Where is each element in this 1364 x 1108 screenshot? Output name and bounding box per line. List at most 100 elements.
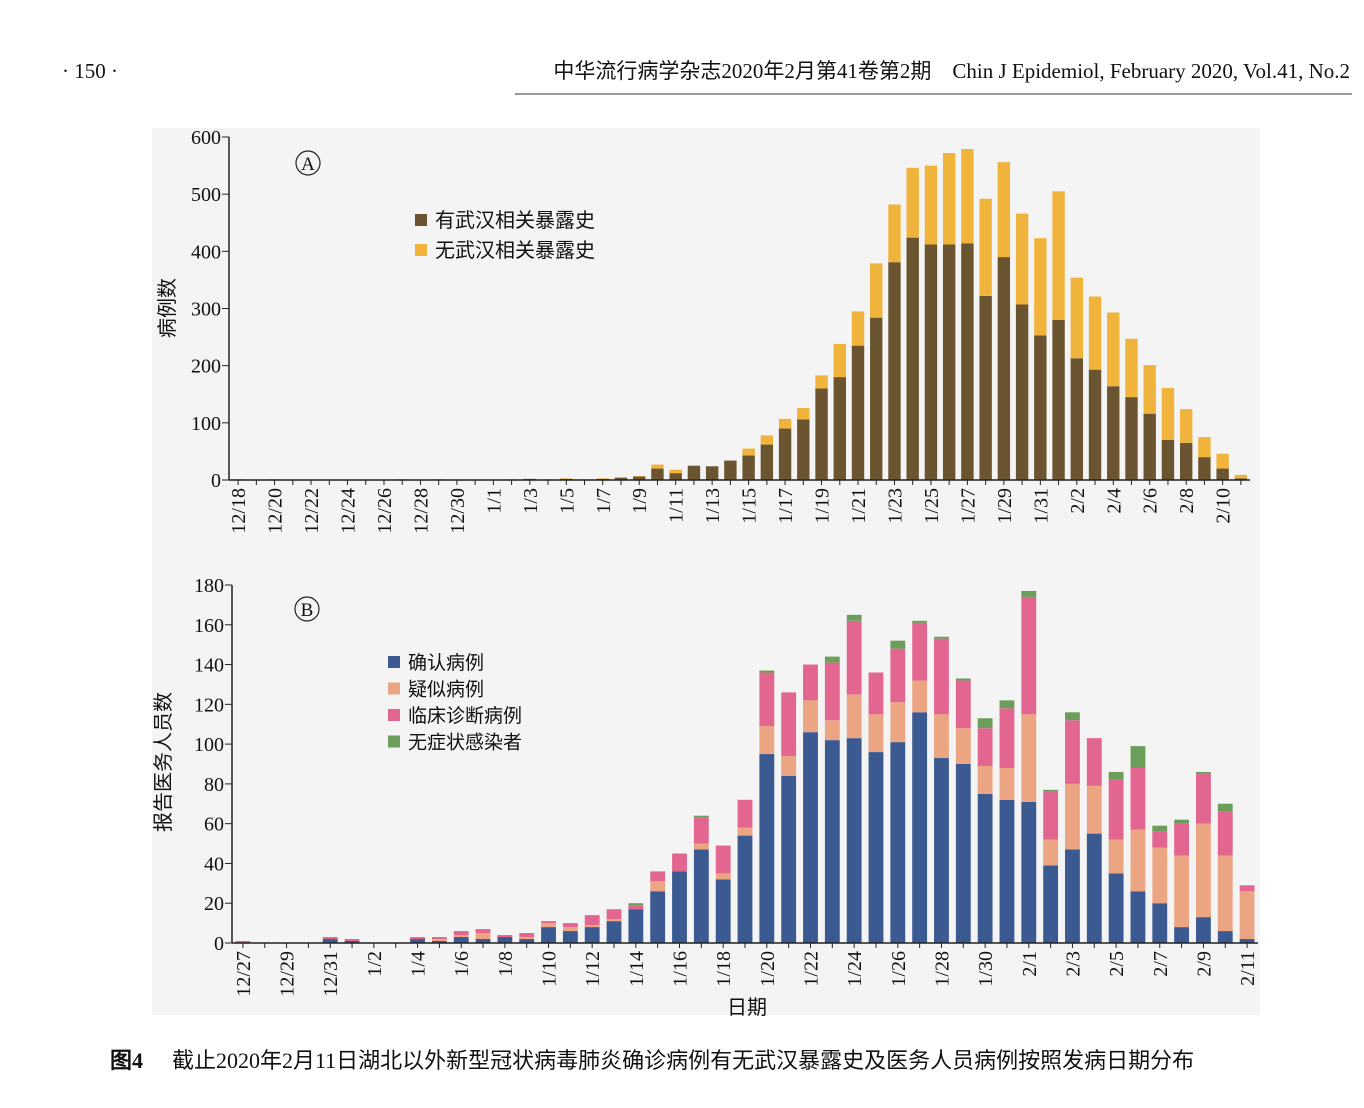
bar-segment xyxy=(562,923,578,928)
y-axis-label: 病例数 xyxy=(156,278,179,338)
x-tick-label: 2/3 xyxy=(1062,951,1084,977)
bar-segment xyxy=(693,815,709,818)
bar-segment xyxy=(497,935,513,938)
bar-segment xyxy=(955,678,971,681)
bar-segment xyxy=(846,620,862,695)
bar-segment xyxy=(475,933,491,940)
bar-segment xyxy=(803,732,818,943)
bar-segment xyxy=(344,941,360,943)
bar-segment xyxy=(344,939,360,942)
bar-segment xyxy=(410,937,425,940)
bar-segment xyxy=(562,931,578,943)
bar-segment xyxy=(781,756,797,776)
legend-label: 临床诊断病例 xyxy=(408,705,522,727)
x-axis-label: 日期 xyxy=(727,997,767,1019)
bar-segment xyxy=(1125,397,1138,480)
bar-segment xyxy=(999,767,1015,800)
x-tick-label: 1/8 xyxy=(495,951,517,977)
bar-segment xyxy=(846,694,862,739)
y-tick-label: 100 xyxy=(194,734,224,756)
bar-segment xyxy=(846,614,862,621)
bar-segment xyxy=(890,640,906,649)
bar-segment xyxy=(1125,338,1138,398)
bar-segment xyxy=(759,672,775,727)
x-tick-label: 1/29 xyxy=(994,488,1016,524)
bar-segment xyxy=(781,692,797,757)
bar-segment xyxy=(693,843,709,850)
x-tick-label: 12/18 xyxy=(228,488,250,534)
bar-segment xyxy=(912,622,928,681)
bar-segment xyxy=(815,388,828,480)
bar-segment xyxy=(633,476,646,480)
bar-segment xyxy=(650,891,666,943)
bar-segment xyxy=(1234,474,1248,479)
bar-segment xyxy=(1196,823,1211,918)
legend-swatch xyxy=(415,214,427,226)
bar-segment xyxy=(322,937,338,940)
x-tick-label: 1/10 xyxy=(539,951,561,987)
bar-segment xyxy=(868,672,884,715)
bar-segment xyxy=(1015,304,1029,480)
panel-circle xyxy=(295,150,321,176)
y-tick-label: 300 xyxy=(191,299,221,321)
x-tick-label: 12/31 xyxy=(320,951,342,997)
bar-segment xyxy=(651,464,664,469)
x-tick-label: 1/24 xyxy=(844,951,866,987)
x-tick-label: 12/27 xyxy=(233,951,255,997)
bar-segment xyxy=(1152,903,1168,943)
x-tick-label: 1/22 xyxy=(800,951,822,987)
bar-segment xyxy=(628,909,644,943)
x-tick-label: 1/19 xyxy=(812,488,834,524)
x-tick-label: 12/22 xyxy=(301,488,323,534)
panel-label: B xyxy=(301,600,314,621)
x-tick-label: 1/5 xyxy=(556,488,578,514)
bar-segment xyxy=(1161,387,1175,440)
y-tick-label: 40 xyxy=(204,853,224,875)
x-tick-label: 1/6 xyxy=(451,951,473,977)
bar-segment xyxy=(431,941,447,943)
bar-segment xyxy=(824,740,840,943)
bar-segment xyxy=(942,153,956,245)
bar-segment xyxy=(1108,873,1124,943)
bar-segment xyxy=(737,827,753,836)
bar-segment xyxy=(912,680,928,713)
x-tick-label: 2/11 xyxy=(1237,951,1259,986)
bar-segment xyxy=(1198,437,1211,458)
bar-segment xyxy=(235,941,251,943)
bar-segment xyxy=(934,636,949,639)
bar-segment xyxy=(1196,771,1211,774)
bar-segment xyxy=(1152,847,1168,904)
x-tick-label: 2/6 xyxy=(1140,488,1162,514)
x-tick-label: 1/16 xyxy=(670,951,692,987)
bar-segment xyxy=(934,758,949,943)
legend-label: 有武汉相关暴露史 xyxy=(435,209,595,232)
bar-segment xyxy=(1179,409,1193,443)
bar-segment xyxy=(1021,596,1037,715)
x-tick-label: 2/10 xyxy=(1213,488,1235,524)
bar-segment xyxy=(1234,478,1248,480)
bar-segment xyxy=(475,939,491,943)
legend-label: 疑似病例 xyxy=(408,679,484,701)
bar-segment xyxy=(650,881,666,892)
bar-segment xyxy=(912,712,928,943)
bar-segment xyxy=(1179,442,1193,480)
journal-header: 中华流行病学杂志2020年2月第41卷第2期 Chin J Epidemiol,… xyxy=(553,59,1350,83)
bar-segment xyxy=(1130,767,1146,830)
bar-segment xyxy=(672,871,687,943)
bar-segment xyxy=(1152,825,1168,832)
x-tick-label: 1/20 xyxy=(757,951,779,987)
x-tick-label: 1/7 xyxy=(593,488,615,514)
bar-segment xyxy=(453,931,469,936)
bar-segment xyxy=(669,469,682,474)
bar-segment xyxy=(870,317,883,480)
legend-swatch xyxy=(388,682,400,695)
bar-segment xyxy=(934,714,949,759)
bar-segment xyxy=(1070,358,1083,480)
bar-segment xyxy=(833,377,846,480)
y-tick-label: 60 xyxy=(204,814,224,836)
x-tick-label: 1/18 xyxy=(713,951,735,987)
bar-segment xyxy=(1217,855,1233,932)
bar-segment xyxy=(851,311,865,346)
legend-swatch xyxy=(415,244,427,256)
